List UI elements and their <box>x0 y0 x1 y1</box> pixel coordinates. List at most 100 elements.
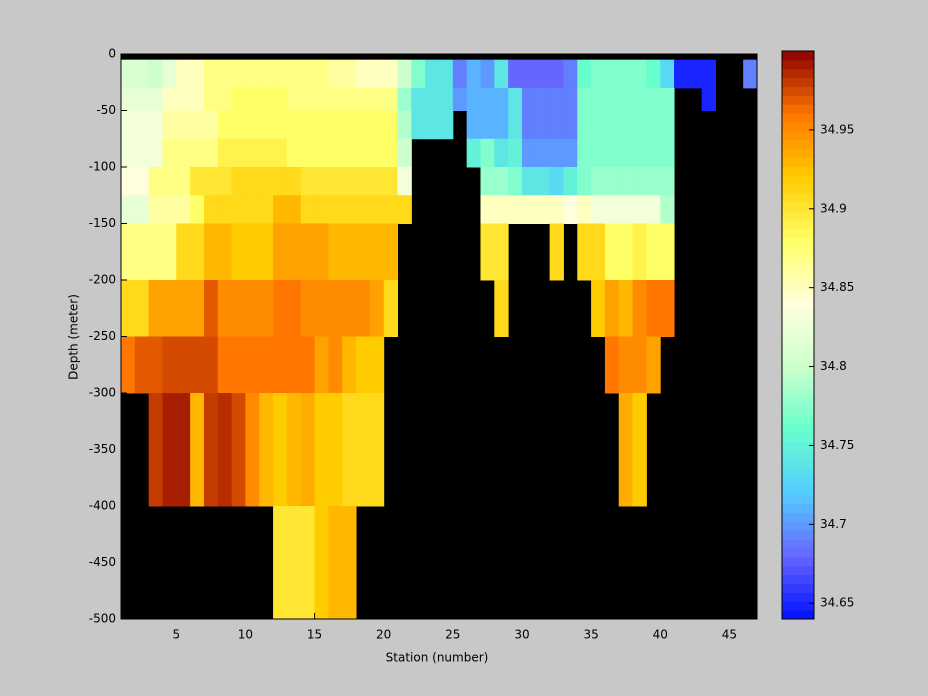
heatmap-cell <box>369 167 385 196</box>
colorbar-band <box>782 592 814 602</box>
heatmap-cell <box>480 110 495 140</box>
heatmap-cell <box>604 336 620 394</box>
heatmap-cell <box>342 59 357 89</box>
heatmap-cell <box>383 195 399 224</box>
heatmap-cell <box>356 87 371 111</box>
heatmap-cell <box>411 59 426 89</box>
colorbar-band <box>782 610 814 620</box>
heatmap-cell <box>618 336 634 394</box>
heatmap-cell <box>162 87 177 111</box>
heatmap-cell <box>134 138 150 168</box>
colorbar-band <box>782 414 814 425</box>
heatmap-cell <box>231 223 246 281</box>
heatmap-cell <box>176 223 191 281</box>
heatmap-cell <box>356 167 371 196</box>
heatmap-cell <box>632 336 647 394</box>
heatmap-cell <box>535 167 551 196</box>
colorbar-frame <box>781 50 815 620</box>
colorbar-band <box>782 530 814 540</box>
heatmap-cell <box>148 138 163 168</box>
heatmap-cell <box>286 280 302 337</box>
heatmap-cell <box>162 167 177 196</box>
heatmap-cell <box>632 59 647 89</box>
heatmap-cell <box>604 280 620 337</box>
heatmap-cell <box>549 138 564 168</box>
colorbar-band <box>782 122 814 132</box>
heatmap-cell <box>646 167 661 196</box>
heatmap-cell <box>425 59 440 89</box>
heatmap-cell <box>273 223 288 281</box>
heatmap-cell <box>176 110 191 140</box>
heatmap-cell <box>369 280 385 337</box>
heatmap-cell <box>217 280 233 337</box>
heatmap-cell <box>300 195 316 224</box>
heatmap-cell <box>425 87 440 111</box>
heatmap-cell <box>521 110 537 140</box>
heatmap-cell <box>203 59 219 89</box>
heatmap-cell <box>383 87 399 111</box>
heatmap-cell <box>121 138 136 168</box>
heatmap-cell <box>203 167 219 196</box>
heatmap-cell <box>674 59 689 89</box>
heatmap-cell <box>121 223 136 281</box>
heatmap-cell <box>231 393 246 507</box>
heatmap-cell <box>231 336 246 394</box>
x-tick-label: 40 <box>653 628 668 642</box>
colorbar-band <box>782 210 814 221</box>
heatmap-cell <box>549 59 564 89</box>
heatmap-cell <box>134 195 150 224</box>
heatmap-cell <box>231 87 246 111</box>
heatmap-cell <box>314 167 329 196</box>
heatmap-cell <box>618 280 634 337</box>
heatmap-cell <box>231 138 246 168</box>
heatmap-cell <box>203 280 219 337</box>
heatmap-cell <box>190 138 205 168</box>
heatmap-cell <box>342 167 357 196</box>
heatmap-cell <box>134 87 150 111</box>
heatmap-cell <box>632 167 647 196</box>
heatmap-cell <box>300 506 316 620</box>
heatmap-cell <box>314 138 329 168</box>
heatmap-cell <box>300 59 316 89</box>
y-tick-label: -250 <box>89 329 116 343</box>
heatmap-cell <box>577 87 592 111</box>
colorbar-band <box>782 317 814 327</box>
heatmap-cell <box>591 110 606 140</box>
heatmap-cell <box>259 167 274 196</box>
heatmap-cell <box>259 393 274 507</box>
heatmap-cell <box>591 223 606 281</box>
heatmap-cell <box>273 167 288 196</box>
heatmap-cell <box>494 195 509 224</box>
heatmap-cell <box>259 223 274 281</box>
heatmap-cell <box>591 138 606 168</box>
heatmap-cell <box>356 393 371 507</box>
colorbar-band <box>782 548 814 558</box>
heatmap-cell <box>591 167 606 196</box>
x-tick-label: 15 <box>307 628 322 642</box>
colorbar-band <box>782 201 814 212</box>
y-tick-label: -500 <box>89 612 116 626</box>
heatmap-cell <box>480 195 495 224</box>
heatmap-cell <box>273 393 288 507</box>
colorbar-tick-label: 34.7 <box>820 517 847 531</box>
x-tick-label: 10 <box>238 628 253 642</box>
heatmap-cell <box>148 195 163 224</box>
heatmap-cell <box>494 138 509 168</box>
heatmap-cell <box>245 393 260 507</box>
heatmap-cell <box>452 87 468 111</box>
heatmap-cell <box>273 195 288 224</box>
heatmap-cell <box>549 87 564 111</box>
heatmap-cell <box>328 280 343 337</box>
heatmap-cell <box>259 138 274 168</box>
colorbar-band <box>782 86 814 96</box>
colorbar-band <box>782 290 814 300</box>
y-tick-label: -450 <box>89 555 116 569</box>
colorbar-band <box>782 503 814 513</box>
heatmap-cell <box>618 110 634 140</box>
heatmap-cell <box>411 110 426 140</box>
heatmap-cell <box>604 223 620 281</box>
heatmap-cell <box>176 87 191 111</box>
heatmap-cell <box>632 110 647 140</box>
heatmap-cell <box>604 167 620 196</box>
y-tick-label: -150 <box>89 216 116 230</box>
